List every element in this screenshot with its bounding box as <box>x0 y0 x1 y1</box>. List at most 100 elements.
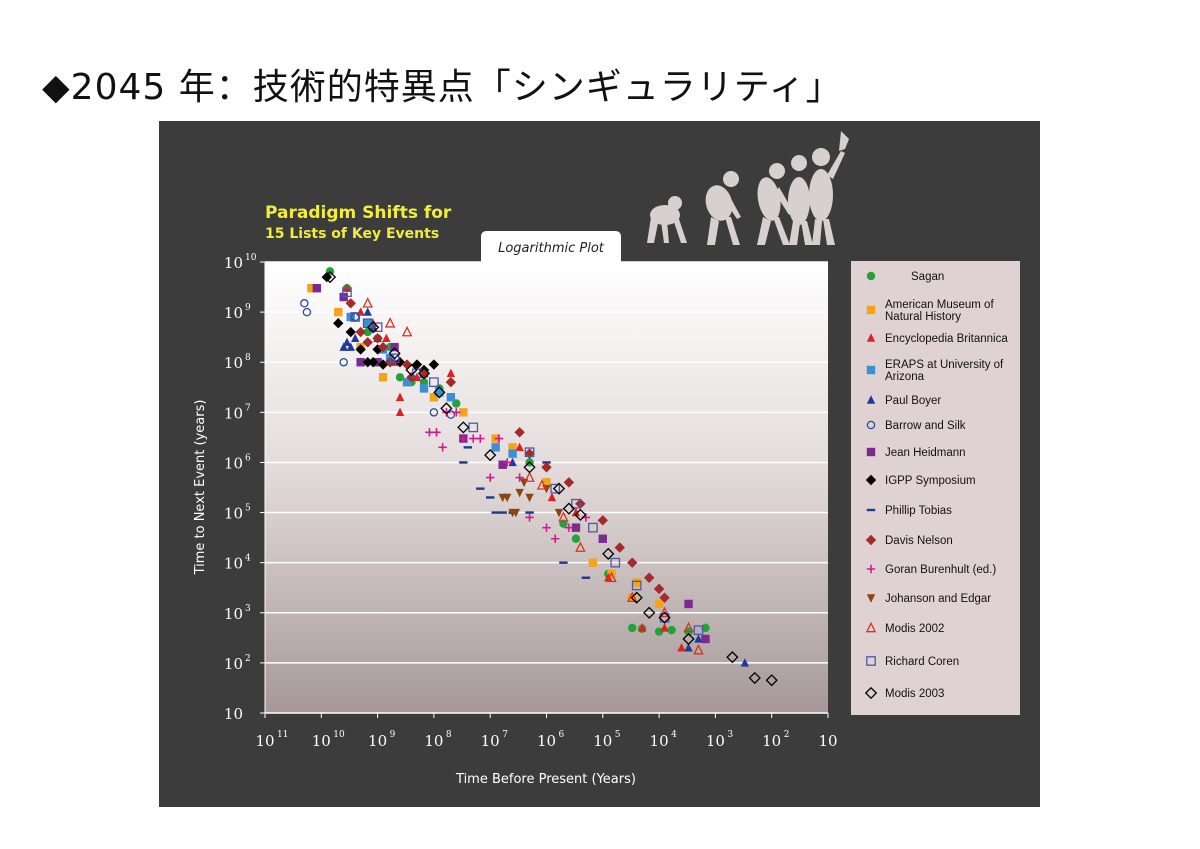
data-point <box>677 643 686 652</box>
legend-marker <box>866 447 876 457</box>
x-tick-label: 10 <box>312 732 331 750</box>
data-point <box>446 368 456 378</box>
data-point <box>377 341 389 353</box>
legend-marker <box>866 420 876 430</box>
data-point <box>693 625 704 636</box>
legend-label: Davis Nelson <box>885 535 953 547</box>
x-tick-label: 10 <box>481 732 500 750</box>
data-point <box>515 488 524 498</box>
legend-item: Paul Boyer <box>866 395 941 407</box>
data-point <box>701 623 710 633</box>
data-point <box>682 632 695 646</box>
data-point <box>321 271 332 283</box>
data-point <box>363 319 372 328</box>
data-point <box>571 534 581 543</box>
y-tick-label: 10 <box>224 605 243 623</box>
y-tick-exponent: 5 <box>245 504 251 514</box>
data-point <box>346 342 355 351</box>
slide-title: ◆2045 年：技術的特異点「シンギュラリティ」 <box>42 67 843 108</box>
data-point <box>558 511 569 522</box>
legend-label: Phillip Tobias <box>885 505 952 517</box>
data-point <box>525 511 534 514</box>
legend-item: American Museum of Natural History <box>866 299 994 323</box>
data-point <box>395 392 405 401</box>
x-tick-label: 10 <box>818 732 837 750</box>
legend-marker <box>866 594 876 603</box>
data-point <box>429 393 439 402</box>
data-point <box>389 353 400 364</box>
data-point <box>345 298 356 309</box>
chart-svg: Paradigm Shifts for 15 Lists of Key Even… <box>193 131 1020 787</box>
legend-marker <box>864 686 878 700</box>
legend-item: Goran Burenhult (ed.) <box>866 564 996 576</box>
x-tick-exponent: 4 <box>671 730 677 740</box>
legend-panel <box>851 261 1020 715</box>
x-tick-exponent: 3 <box>727 730 733 740</box>
data-point <box>476 434 485 443</box>
data-point <box>459 434 468 443</box>
data-point <box>486 496 495 499</box>
data-point <box>654 627 664 636</box>
data-point <box>446 410 456 419</box>
data-point <box>693 643 704 655</box>
data-point <box>457 421 470 434</box>
data-point <box>452 408 461 417</box>
data-point <box>498 511 507 514</box>
data-point <box>432 428 441 437</box>
data-point <box>350 312 361 322</box>
data-point <box>765 674 778 687</box>
legend-marker <box>866 508 876 512</box>
data-point <box>575 541 586 552</box>
data-point <box>604 573 613 582</box>
x-tick-label: 10 <box>593 732 612 750</box>
legend-label: Richard Coren <box>885 656 959 668</box>
x-tick-exponent: 10 <box>333 730 345 740</box>
evolution-silhouette-icon <box>647 131 849 245</box>
y-tick-label: 10 <box>224 254 243 272</box>
x-tick-label: 10 <box>537 732 556 750</box>
data-point <box>508 443 517 452</box>
data-point <box>571 523 581 532</box>
data-point <box>429 408 439 417</box>
y-tick-exponent: 8 <box>245 353 251 363</box>
data-point <box>367 321 380 334</box>
legend-item: Barrow and Silk <box>866 420 966 432</box>
data-point <box>395 373 405 382</box>
data-point <box>307 284 316 293</box>
data-point <box>536 479 548 490</box>
data-point <box>394 357 406 368</box>
x-tick-exponent: 9 <box>390 730 396 740</box>
data-point <box>514 427 525 438</box>
data-point <box>345 326 356 338</box>
x-tick-exponent: 2 <box>784 730 790 740</box>
series-modis-2002 <box>362 297 704 655</box>
data-point <box>425 428 434 437</box>
y-tick-exponent: 2 <box>245 654 251 664</box>
data-point <box>654 599 664 609</box>
legend-item: Johanson and Edgar <box>866 593 991 605</box>
legend-item: Richard Coren <box>866 656 959 668</box>
data-point <box>440 402 453 415</box>
data-point <box>334 307 343 317</box>
data-point <box>667 625 676 635</box>
data-point <box>637 623 647 632</box>
legend-label: Jean Heidmann <box>885 447 966 459</box>
data-point <box>628 623 637 633</box>
data-point <box>302 307 312 317</box>
data-point <box>740 658 750 667</box>
x-tick-exponent: 8 <box>446 730 452 740</box>
legend-item: Sagan <box>866 271 944 283</box>
data-point <box>401 325 413 337</box>
x-tick-label: 10 <box>762 732 781 750</box>
data-point <box>659 606 670 618</box>
data-point <box>525 493 534 503</box>
x-tick-exponent: 5 <box>615 730 621 740</box>
data-point <box>588 522 598 533</box>
y-tick-label: 10 <box>224 304 243 322</box>
data-point <box>658 611 671 624</box>
data-point <box>564 523 574 532</box>
legend-marker <box>865 474 877 486</box>
data-point <box>484 449 497 462</box>
data-point <box>508 457 517 467</box>
